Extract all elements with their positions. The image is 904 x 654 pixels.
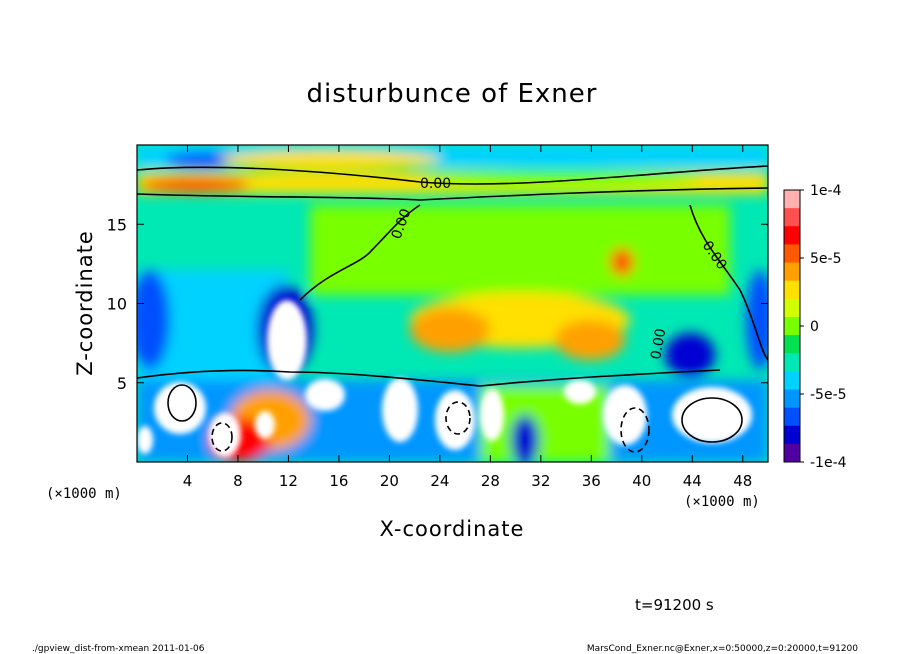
x-tick-label: 40 <box>632 472 651 490</box>
colorbar-segment <box>784 407 800 427</box>
colorbar-segment <box>784 280 800 300</box>
footer-right: MarsCond_Exner.nc@Exner,x=0:50000,z=0:20… <box>587 644 858 654</box>
contour-upper <box>137 165 768 185</box>
colorbar-tick-label: -5e-5 <box>810 387 847 403</box>
x-unit-label: (×1000 m) <box>46 486 122 502</box>
core-45k <box>672 387 752 443</box>
contour-mid-left <box>299 204 421 301</box>
y-tick-label: 5 <box>117 374 127 393</box>
colorbar-tick-label: 1e-4 <box>810 183 842 199</box>
colorbar-segment <box>784 226 800 245</box>
x-tick-label: 44 <box>683 472 702 490</box>
region-green <box>310 205 730 295</box>
colorbar-segment <box>784 208 800 227</box>
colorbar-segment <box>784 190 800 209</box>
region-orange-right <box>555 320 625 360</box>
y-tick-label: 10 <box>107 295 127 314</box>
colorbar-segment <box>784 262 800 282</box>
x-tick-label: 36 <box>582 472 601 490</box>
blob-top-blue-right <box>530 145 710 159</box>
y-axis: 5 10 15 <box>107 215 768 393</box>
region-blue-right <box>746 270 768 370</box>
heatmap-field: 0.00 0.00 0.00 0.00 <box>137 145 768 462</box>
y-axis-label: Z-coordinate <box>73 230 97 376</box>
x-tick-label: 32 <box>531 472 550 490</box>
colorbar-segment <box>784 298 800 318</box>
x-axis-label: X-coordinate <box>380 517 525 541</box>
colorbar-segment <box>784 389 800 409</box>
contour-lines <box>137 165 768 453</box>
core-4k <box>154 382 206 434</box>
core-left-edge <box>137 426 153 454</box>
core-12k <box>267 300 307 380</box>
x-tick-label: 28 <box>481 472 500 490</box>
footer-left: ./gpview_dist-from-xmean 2011-01-06 <box>32 644 205 654</box>
core-26k <box>435 390 475 450</box>
core-35k <box>564 380 596 404</box>
contour-core-4k <box>167 384 197 422</box>
x-tick-label: 48 <box>733 472 752 490</box>
x-tick-label: 12 <box>279 472 298 490</box>
x-tick-label: 8 <box>233 472 243 490</box>
colorbar-segment <box>784 353 800 372</box>
contour-label-1: 0.00 <box>420 176 451 192</box>
contour-lower-band <box>137 187 768 201</box>
colorbar-segment <box>784 316 800 336</box>
colorbar-segment <box>784 244 800 264</box>
contour-lower <box>137 369 721 387</box>
colorbar-segment <box>784 371 800 390</box>
region-orange-center <box>410 308 490 352</box>
band-red-left <box>140 177 250 193</box>
core-28k <box>480 389 504 441</box>
region-lower-blue-30k <box>511 415 539 462</box>
region-blue-44k <box>665 333 715 377</box>
x-tick-label: 20 <box>380 472 399 490</box>
x-tick-label: 4 <box>183 472 193 490</box>
colorbar-tick-label: 0 <box>810 319 819 335</box>
colorbar-segment <box>784 443 800 463</box>
colorbar <box>783 189 801 463</box>
colorbar-tick-label: -1e-4 <box>810 455 847 471</box>
contour-core-7k <box>211 422 233 452</box>
colorbar-tick-label: 5e-5 <box>810 251 841 267</box>
contour-label-4: 0.00 <box>648 327 669 360</box>
core-16k <box>305 379 345 411</box>
time-label: t=91200 s <box>635 596 714 614</box>
contour-core-26k <box>445 401 471 435</box>
x-axis: 4 8 12 16 20 24 28 32 36 40 44 48 <box>183 145 752 490</box>
chart-title: disturbunce of Exner <box>307 79 598 109</box>
y-unit-label: (×1000 m) <box>684 494 760 510</box>
contour-core-38k <box>620 407 650 453</box>
y-tick-label: 15 <box>107 215 127 234</box>
x-tick-label: 24 <box>430 472 449 490</box>
region-red-spot <box>610 248 634 276</box>
colorbar-segment <box>784 335 800 354</box>
colorbar-segment <box>784 425 800 445</box>
blob-top-blue <box>165 152 245 168</box>
colorbar-axis: 1e-4 5e-5 0 -5e-5 -1e-4 <box>800 183 847 471</box>
core-21k <box>382 378 418 442</box>
region-blue-left <box>137 270 170 370</box>
contour-mid-right <box>689 204 768 361</box>
contour-core-45k <box>681 397 743 443</box>
x-tick-label: 16 <box>329 472 348 490</box>
core-10k <box>255 411 275 439</box>
band-yellow-top <box>220 150 440 170</box>
